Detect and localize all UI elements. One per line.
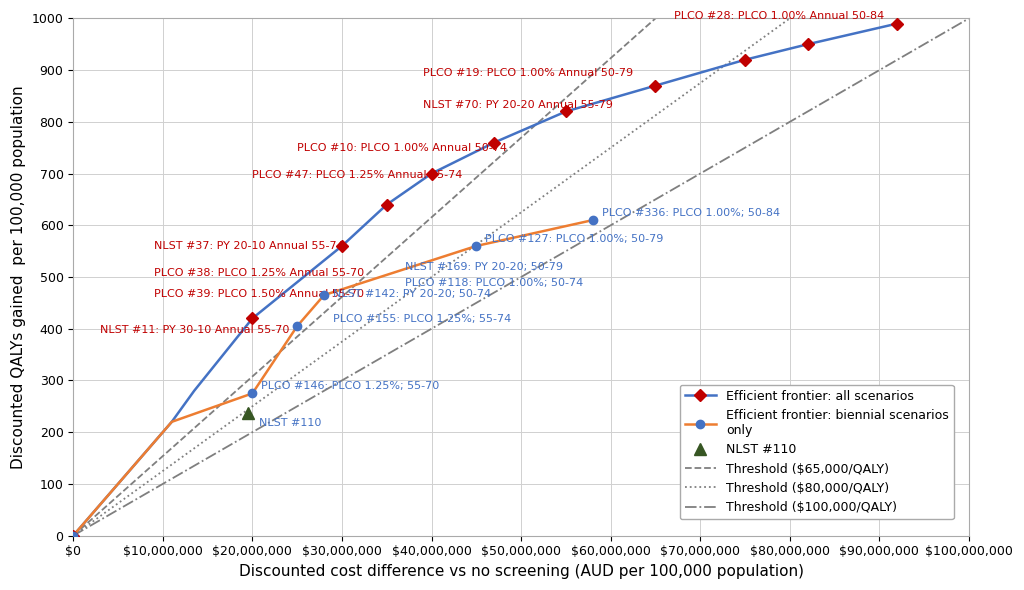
Text: PLCO #118: PLCO 1.00%; 50-74: PLCO #118: PLCO 1.00%; 50-74 [404,278,583,288]
Y-axis label: Discounted QALYs gained  per 100,000 population: Discounted QALYs gained per 100,000 popu… [11,85,26,469]
X-axis label: Discounted cost difference vs no screening (AUD per 100,000 population): Discounted cost difference vs no screeni… [239,564,804,579]
Text: NLST #37: PY 20-10 Annual 55-74: NLST #37: PY 20-10 Annual 55-74 [154,241,344,251]
Text: PLCO #19: PLCO 1.00% Annual 50-79: PLCO #19: PLCO 1.00% Annual 50-79 [423,68,633,78]
Text: NLST #11: PY 30-10 Annual 55-70: NLST #11: PY 30-10 Annual 55-70 [100,325,290,335]
Text: PLCO #47: PLCO 1.25% Annual 55-74: PLCO #47: PLCO 1.25% Annual 55-74 [252,170,463,180]
Text: PLCO #336: PLCO 1.00%; 50-84: PLCO #336: PLCO 1.00%; 50-84 [602,208,780,218]
Text: PLCO #38: PLCO 1.25% Annual 55-70: PLCO #38: PLCO 1.25% Annual 55-70 [154,267,364,277]
Legend: Efficient frontier: all scenarios, Efficient frontier: biennial scenarios
only, : Efficient frontier: all scenarios, Effic… [680,385,953,519]
Text: PLCO #28: PLCO 1.00% Annual 50-84: PLCO #28: PLCO 1.00% Annual 50-84 [674,11,884,21]
Text: NLST #110: NLST #110 [259,418,322,428]
Text: PLCO #10: PLCO 1.00% Annual 50-74: PLCO #10: PLCO 1.00% Annual 50-74 [297,143,507,153]
Text: PLCO #155: PLCO 1.25%; 55-74: PLCO #155: PLCO 1.25%; 55-74 [333,314,511,324]
Text: PLCO #146: PLCO 1.25%; 55-70: PLCO #146: PLCO 1.25%; 55-70 [261,381,439,391]
Text: NLST #70: PY 20-20 Annual 55-79: NLST #70: PY 20-20 Annual 55-79 [423,100,612,110]
Text: NLST #169: PY 20-20; 50-79: NLST #169: PY 20-20; 50-79 [404,263,562,273]
Text: PLCO #127: PLCO 1.00%; 50-79: PLCO #127: PLCO 1.00%; 50-79 [485,234,664,244]
Text: NLST #142: PY 20-20; 50-74: NLST #142: PY 20-20; 50-74 [333,289,492,299]
Text: PLCO #39: PLCO 1.50% Annual 55-70: PLCO #39: PLCO 1.50% Annual 55-70 [154,289,364,299]
